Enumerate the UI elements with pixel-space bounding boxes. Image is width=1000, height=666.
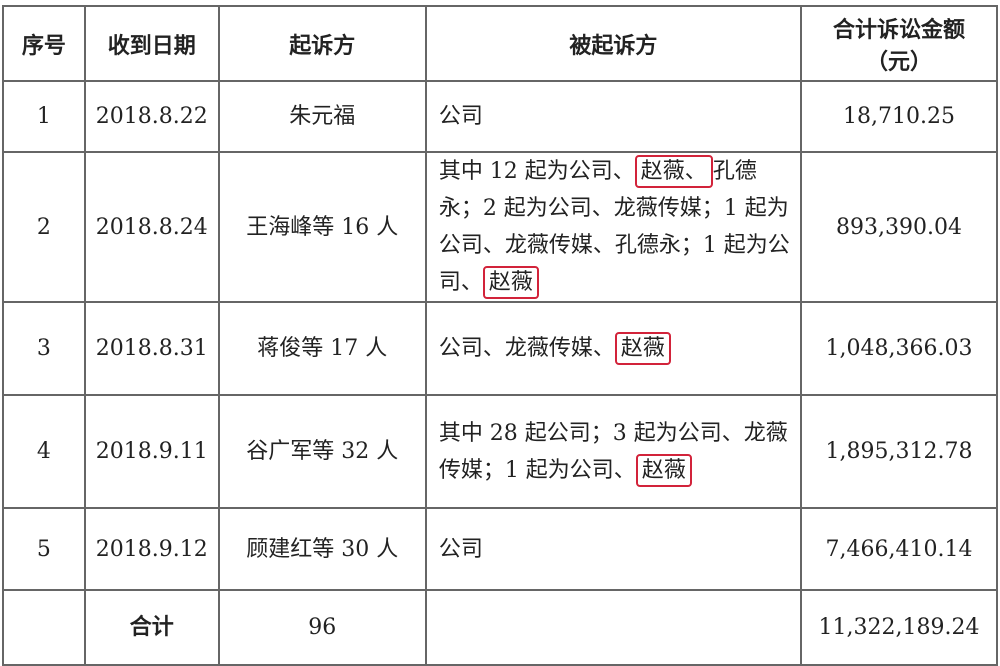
row-no: 3 bbox=[2, 301, 86, 396]
row-no: 4 bbox=[2, 394, 86, 509]
row-plaintiff: 顾建红等 30 人 bbox=[217, 507, 427, 591]
total-row: 合计 96 11,322,189.24 bbox=[2, 589, 998, 666]
highlighted-name: 赵薇 bbox=[614, 332, 671, 365]
table-row: 5 2018.9.12 顾建红等 30 人公司 7,466,410.14 bbox=[2, 507, 998, 591]
lawsuit-table: 序号 收到日期 起诉方 被起诉方 合计诉讼金额 （元） 1 2018.8.22 朱元福… bbox=[2, 5, 998, 666]
highlighted-name: 赵薇 bbox=[635, 453, 692, 487]
row-no: 1 bbox=[2, 80, 86, 153]
header-defendant: 被起诉方 bbox=[424, 5, 803, 82]
row-amount: 893,390.04 bbox=[800, 151, 998, 303]
total-count: 96 bbox=[217, 589, 427, 666]
row-defendant: 其中 28 起公司；3 起为公司、龙薇传媒；1 起为公司、 赵薇 bbox=[424, 394, 803, 509]
table-row: 4 2018.9.11 谷广军等 32 人其中 28 起公司；3 起为公司、龙薇传媒… bbox=[2, 394, 998, 509]
defendant-text: 公司 bbox=[438, 536, 483, 562]
header-amount-line2: （元） bbox=[866, 49, 933, 75]
header-date: 收到日期 bbox=[83, 5, 220, 82]
row-plaintiff: 朱元福 bbox=[217, 80, 427, 153]
row-date: 2018.9.11 bbox=[83, 394, 220, 509]
row-no: 5 bbox=[2, 507, 86, 591]
total-amount: 11,322,189.24 bbox=[800, 589, 998, 666]
defendant-text: 孔德永；2 起为公司、龙薇传媒；1 起为公司、龙薇传媒、孔德永；1 起为公司、 bbox=[438, 159, 790, 295]
row-amount: 7,466,410.14 bbox=[800, 507, 998, 591]
table-row: 3 2018.8.31 蒋俊等 17 人公司、龙薇传媒、 赵薇 1,048,366.03 bbox=[2, 301, 998, 396]
row-amount: 1,048,366.03 bbox=[800, 301, 998, 396]
row-plaintiff: 蒋俊等 17 人 bbox=[217, 301, 427, 396]
row-defendant: 公司 bbox=[424, 80, 803, 153]
table-row: 1 2018.8.22 朱元福 公司 18,710.25 bbox=[2, 80, 998, 153]
defendant-text: 公司 bbox=[438, 104, 483, 129]
highlighted-name: 赵薇 bbox=[482, 266, 539, 299]
highlighted-name: 赵薇、 bbox=[634, 155, 713, 188]
row-plaintiff: 谷广军等 32 人 bbox=[217, 394, 427, 509]
header-plaintiff: 起诉方 bbox=[217, 5, 427, 82]
header-amount-line1: 合计诉讼金额 bbox=[833, 17, 966, 43]
row-date: 2018.8.22 bbox=[83, 80, 220, 153]
row-plaintiff: 王海峰等 16 人 bbox=[217, 151, 427, 303]
row-defendant: 公司、龙薇传媒、 赵薇 bbox=[424, 301, 803, 396]
row-amount: 18,710.25 bbox=[800, 80, 998, 153]
total-empty bbox=[2, 589, 86, 666]
row-amount: 1,895,312.78 bbox=[800, 394, 998, 509]
total-defendant-empty bbox=[424, 589, 803, 666]
row-date: 2018.9.12 bbox=[83, 507, 220, 591]
row-no: 2 bbox=[2, 151, 86, 303]
defendant-text: 公司、龙薇传媒、 bbox=[438, 336, 615, 361]
defendant-text: 其中 28 起公司；3 起为公司、龙薇传媒；1 起为公司、 bbox=[438, 420, 788, 483]
header-no: 序号 bbox=[2, 5, 86, 82]
row-date: 2018.8.31 bbox=[83, 301, 220, 396]
defendant-text: 其中 12 起为公司、 bbox=[438, 159, 635, 184]
row-date: 2018.8.24 bbox=[83, 151, 220, 303]
row-defendant: 公司 bbox=[424, 507, 803, 591]
row-defendant: 其中 12 起为公司、 赵薇、 孔德永；2 起为公司、龙薇传媒；1 起为公司、龙薇传… bbox=[424, 151, 803, 303]
header-amount: 合计诉讼金额 （元） bbox=[800, 5, 998, 82]
header-row: 序号 收到日期 起诉方 被起诉方 合计诉讼金额 （元） bbox=[2, 5, 998, 82]
total-label: 合计 bbox=[83, 589, 220, 666]
table-row: 2 2018.8.24 王海峰等 16 人其中 12 起为公司、 赵薇、 孔德永；2 起… bbox=[2, 151, 998, 303]
